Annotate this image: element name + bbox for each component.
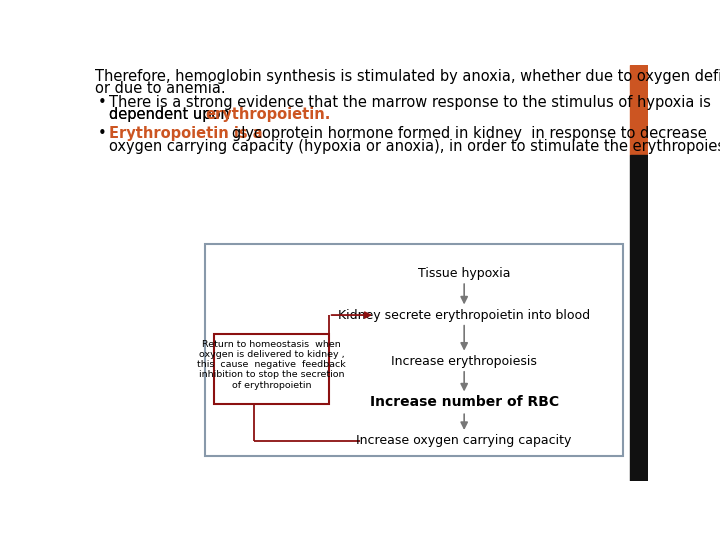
- Text: oxygen carrying capacity (hypoxia or anoxia), in order to stimulate the erythrop: oxygen carrying capacity (hypoxia or ano…: [109, 139, 720, 154]
- Bar: [214, 334, 329, 403]
- Bar: [630, 65, 648, 155]
- Text: Erythropoietin is a: Erythropoietin is a: [109, 126, 267, 140]
- Text: There is a strong evidence that the marrow response to the stimulus of hypoxia i: There is a strong evidence that the marr…: [109, 95, 711, 110]
- Text: this  cause  negative  feedback: this cause negative feedback: [197, 361, 346, 369]
- Text: Increase erythropoiesis: Increase erythropoiesis: [391, 355, 537, 368]
- Text: dependent upon: dependent upon: [109, 107, 234, 122]
- Text: erythropoietin.: erythropoietin.: [206, 107, 331, 122]
- Text: inhibition to stop the secretion: inhibition to stop the secretion: [199, 370, 344, 380]
- Text: glycoprotein hormone formed in kidney  in response to decrease: glycoprotein hormone formed in kidney in…: [232, 126, 706, 140]
- Text: Return to homeostasis  when: Return to homeostasis when: [202, 340, 341, 349]
- Text: of erythropoietin: of erythropoietin: [232, 381, 311, 389]
- Text: or due to anemia.: or due to anemia.: [96, 81, 226, 96]
- Text: dependent upon: dependent upon: [109, 107, 234, 122]
- Text: oxygen is delivered to kidney ,: oxygen is delivered to kidney ,: [199, 350, 344, 360]
- Text: •: •: [98, 126, 107, 140]
- Bar: [204, 244, 624, 456]
- Text: Increase oxygen carrying capacity: Increase oxygen carrying capacity: [356, 434, 572, 447]
- Text: Therefore, hemoglobin synthesis is stimulated by anoxia, whether due to oxygen d: Therefore, hemoglobin synthesis is stimu…: [96, 69, 720, 84]
- Bar: [630, 155, 648, 481]
- Text: •: •: [98, 95, 107, 110]
- Text: Tissue hypoxia: Tissue hypoxia: [418, 267, 510, 280]
- Text: Increase number of RBC: Increase number of RBC: [369, 395, 559, 409]
- Text: Kidney secrete erythropoietin into blood: Kidney secrete erythropoietin into blood: [338, 308, 590, 321]
